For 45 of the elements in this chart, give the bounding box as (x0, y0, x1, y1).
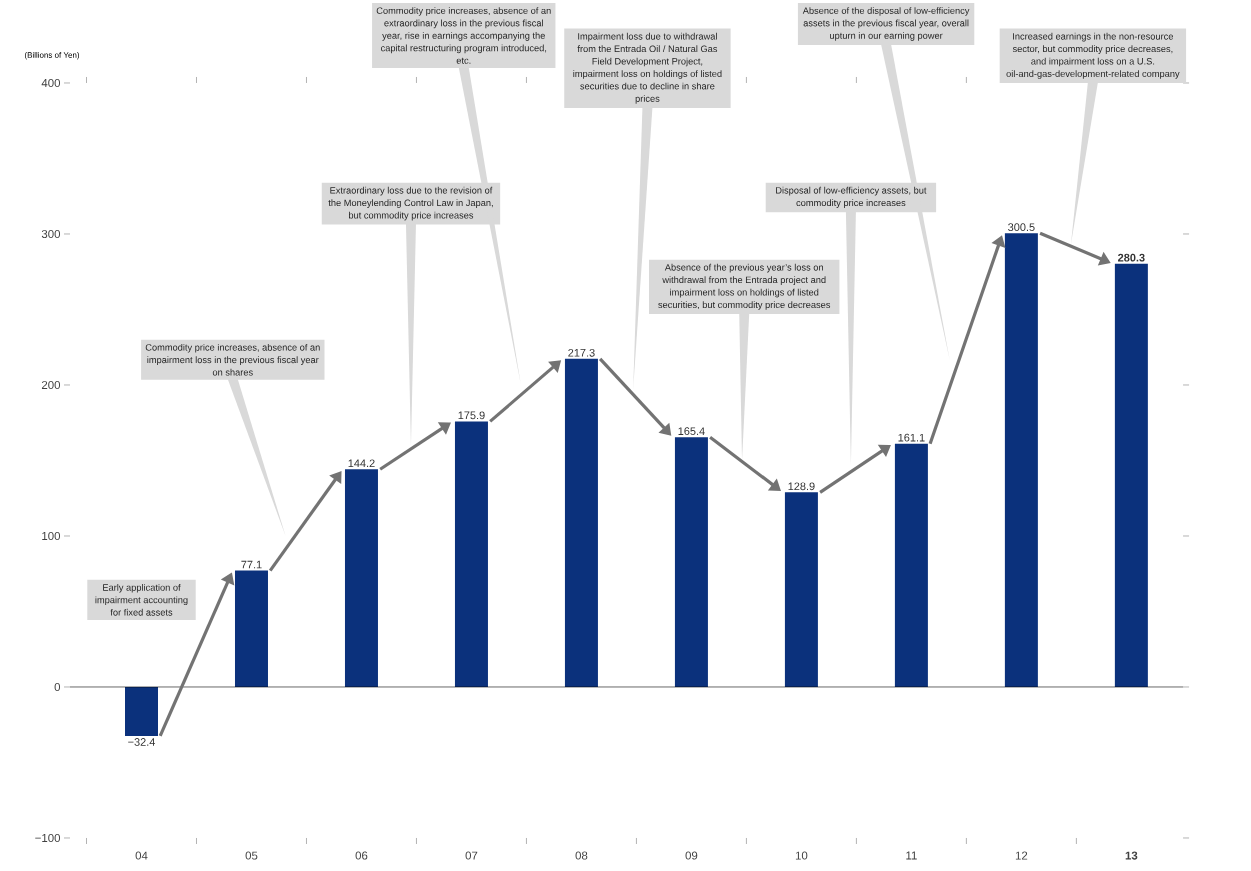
bar (454, 421, 488, 687)
x-tick-label: 08 (575, 851, 588, 860)
y-tick-label: 100 (42, 531, 61, 541)
x-tick-label: 09 (685, 851, 698, 860)
x-tick-label: 11 (906, 851, 917, 860)
data-label: −32.4 (128, 738, 156, 746)
text: Commodity price increases, absence of an extraordinary loss in the previous fiscal year, rise in earnings accompanying the capital restructuring program introduced, etc. (376, 7, 551, 64)
data-label: 128.9 (788, 482, 815, 491)
data-label: 161.1 (898, 433, 925, 442)
bar (234, 570, 268, 687)
x-tick-label: 10 (795, 851, 808, 860)
text: Absence of the disposal of low-efficiency assets in the previous fiscal year, overall upturn in our earning power (802, 7, 970, 41)
y-tick-label: 200 (41, 380, 61, 390)
data-label: 165.4 (678, 427, 705, 436)
bar (1114, 263, 1148, 687)
data-label: 300.5 (1008, 223, 1035, 232)
x-tick-label: 12 (1015, 851, 1028, 860)
data-label: 217.3 (568, 348, 595, 357)
annotation: Early application of impairment accounting for fixed assets (95, 583, 188, 616)
x-tick-label: 06 (355, 851, 368, 860)
bar (1004, 233, 1038, 687)
annotation: Disposal of low-efficiency assets, but commodity price increases (776, 186, 927, 208)
y-tick-label: 400 (41, 78, 61, 88)
bar (894, 443, 928, 687)
annotation: Commodity price increases, absence of an impairment loss in the previous fiscal year on shares (145, 343, 320, 376)
bar (674, 437, 708, 687)
text: Increased earnings in the non-resource sector, but commodity price decreases, and impairment loss on a U.S. oil-and-gas-development-related company (1006, 32, 1180, 79)
x-tick-label: 05 (245, 851, 258, 860)
y-tick-label: −100 (35, 833, 61, 843)
x-tick-label: 04 (135, 851, 148, 860)
annotation: Impairment loss due to withdrawal from the Entrada Oil / Natural Gas Field Development Project, impairment loss on holdings of listed securities due to decline in share prices (573, 32, 722, 104)
bar (344, 469, 378, 687)
x-tick-label: 07 (465, 851, 478, 860)
bar (784, 492, 818, 687)
x-tick-label: 13 (1125, 851, 1138, 860)
bar (125, 686, 158, 736)
y-tick-label: 0 (54, 682, 61, 692)
data-label: 77.1 (241, 560, 262, 569)
y-tick-label: 300 (41, 229, 61, 239)
data-label: 175.9 (458, 411, 485, 420)
annotation: Absence of the previous year’s loss on withdrawal from the Entrada project and impairment loss on holdings of listed securities, but commodity price decreases (658, 263, 831, 310)
data-label: 144.2 (348, 459, 375, 468)
annotation: Extraordinary loss due to the revision of the Moneylending Control Law in Japan, but commodity price increases (328, 186, 493, 221)
bar (564, 358, 598, 687)
data-label: 280.3 (1118, 253, 1145, 262)
